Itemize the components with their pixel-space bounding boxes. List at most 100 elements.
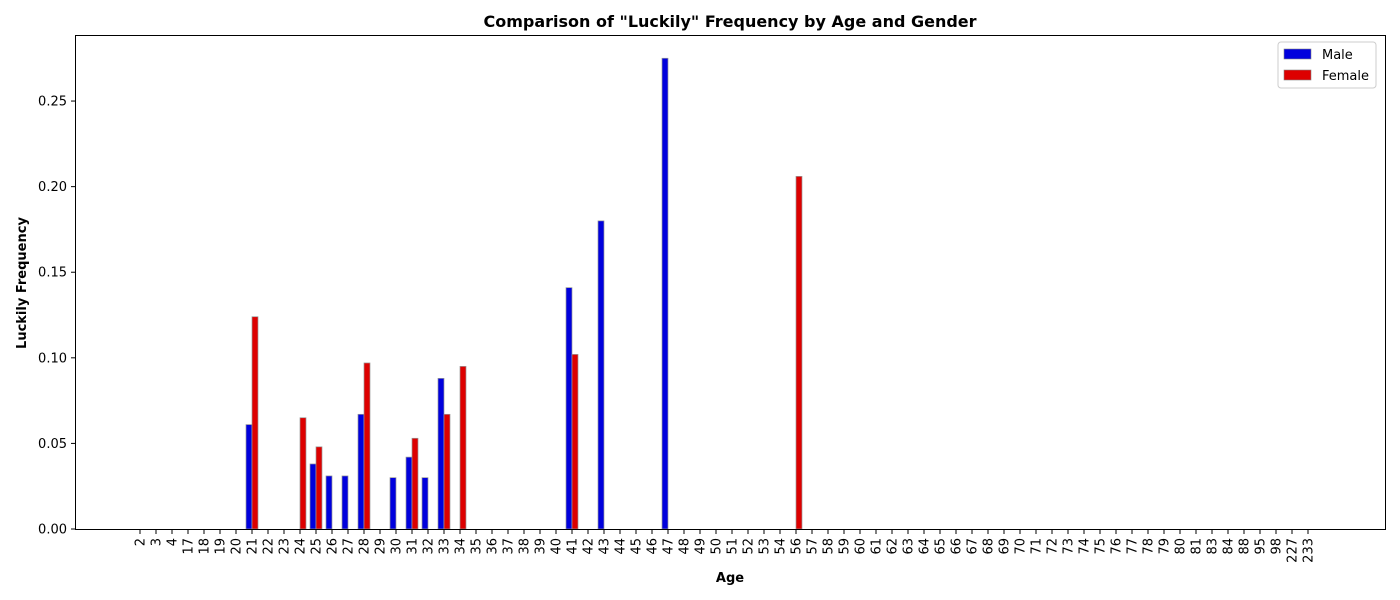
x-tick-label: 4 bbox=[166, 538, 181, 546]
x-tick-label: 51 bbox=[726, 538, 741, 555]
x-tick-label: 63 bbox=[902, 538, 917, 555]
x-tick-label: 69 bbox=[998, 538, 1013, 555]
bar-male-age-41 bbox=[565, 287, 573, 530]
x-tick-label: 65 bbox=[934, 538, 949, 555]
bar-male-age-25 bbox=[309, 463, 317, 530]
bar-female-age-34 bbox=[459, 366, 467, 530]
x-tick-label: 38 bbox=[518, 538, 533, 555]
x-tick-label: 88 bbox=[1238, 538, 1253, 555]
x-tick-label: 3 bbox=[150, 538, 165, 546]
x-tick-label: 81 bbox=[1190, 538, 1205, 555]
x-tick-label: 33 bbox=[438, 538, 453, 555]
bar-male-age-27 bbox=[341, 475, 349, 530]
x-tick-label: 61 bbox=[870, 538, 885, 555]
x-tick-label: 37 bbox=[502, 538, 517, 555]
x-tick-label: 72 bbox=[1046, 538, 1061, 555]
x-tick-label: 30 bbox=[390, 538, 405, 555]
y-axis: 0.00 0.05 0.10 0.15 0.20 0.25 bbox=[38, 95, 76, 538]
x-tick-label: 32 bbox=[422, 538, 437, 555]
x-tick-label: 78 bbox=[1142, 538, 1157, 555]
bar-female-age-25 bbox=[315, 446, 323, 530]
x-tick-label: 27 bbox=[342, 538, 357, 555]
x-tick-label: 80 bbox=[1174, 538, 1189, 555]
x-tick-label: 20 bbox=[230, 538, 245, 555]
x-tick-label: 22 bbox=[262, 538, 277, 555]
x-tick-label: 66 bbox=[950, 538, 965, 555]
bar-male-age-47 bbox=[661, 57, 669, 530]
x-tick-label: 17 bbox=[182, 538, 197, 555]
x-tick-label: 62 bbox=[886, 538, 901, 555]
bar-female-age-41 bbox=[571, 354, 579, 530]
x-axis-label: Age bbox=[716, 571, 744, 586]
x-tick-label: 25 bbox=[310, 538, 325, 555]
y-tick-label: 0.15 bbox=[38, 266, 67, 281]
x-tick-label: 36 bbox=[486, 538, 501, 555]
x-tick-label: 48 bbox=[678, 538, 693, 555]
legend-label-female: Female bbox=[1322, 69, 1369, 84]
bar-female-age-31 bbox=[411, 437, 419, 530]
plot-frame bbox=[75, 35, 1386, 530]
legend-label-male: Male bbox=[1322, 48, 1353, 63]
x-tick-label: 70 bbox=[1014, 538, 1029, 555]
bar-female-age-28 bbox=[363, 362, 371, 530]
x-tick-label: 26 bbox=[326, 538, 341, 555]
x-tick-label: 71 bbox=[1030, 538, 1045, 555]
x-tick-label: 45 bbox=[630, 538, 645, 555]
x-tick-label: 31 bbox=[406, 538, 421, 555]
x-tick-label: 50 bbox=[710, 538, 725, 555]
y-tick-label: 0.00 bbox=[38, 523, 67, 538]
x-tick-label: 60 bbox=[854, 538, 869, 555]
x-tick-label: 95 bbox=[1254, 538, 1269, 555]
x-tick-label: 35 bbox=[470, 538, 485, 555]
x-tick-label: 34 bbox=[454, 538, 469, 555]
bar-female-age-21 bbox=[251, 316, 259, 530]
x-tick-label: 79 bbox=[1158, 538, 1173, 555]
bar-male-age-31 bbox=[405, 456, 413, 530]
x-tick-label: 19 bbox=[214, 538, 229, 555]
y-tick-label: 0.10 bbox=[38, 351, 67, 366]
y-axis-label: Luckily Frequency bbox=[15, 217, 30, 349]
bars-group bbox=[245, 57, 803, 530]
x-tick-label: 84 bbox=[1222, 538, 1237, 555]
x-tick-label: 58 bbox=[822, 538, 837, 555]
y-tick-label: 0.05 bbox=[38, 437, 67, 452]
x-tick-label: 68 bbox=[982, 538, 997, 555]
bar-male-age-26 bbox=[325, 475, 333, 530]
y-tick-label: 0.20 bbox=[38, 180, 67, 195]
x-tick-label: 44 bbox=[614, 538, 629, 555]
x-tick-label: 39 bbox=[534, 538, 549, 555]
bar-female-age-56 bbox=[795, 176, 803, 530]
x-tick-label: 227 bbox=[1286, 538, 1301, 563]
x-tick-label: 53 bbox=[758, 538, 773, 555]
x-tick-label: 28 bbox=[358, 538, 373, 555]
x-tick-label: 77 bbox=[1126, 538, 1141, 555]
x-tick-label: 24 bbox=[294, 538, 309, 555]
x-tick-label: 41 bbox=[566, 538, 581, 555]
chart-title: Comparison of "Luckily" Frequency by Age… bbox=[483, 12, 976, 31]
x-tick-label: 67 bbox=[966, 538, 981, 555]
x-tick-label: 29 bbox=[374, 538, 389, 555]
x-tick-label: 52 bbox=[742, 538, 757, 555]
x-tick-label: 49 bbox=[694, 538, 709, 555]
x-tick-label: 46 bbox=[646, 538, 661, 555]
x-tick-label: 64 bbox=[918, 538, 933, 555]
y-tick-label: 0.25 bbox=[38, 95, 67, 110]
bar-female-age-24 bbox=[299, 417, 307, 530]
x-tick-label: 23 bbox=[278, 538, 293, 555]
x-tick-label: 83 bbox=[1206, 538, 1221, 555]
x-tick-label: 42 bbox=[582, 538, 597, 555]
x-tick-label: 18 bbox=[198, 538, 213, 555]
bar-female-age-33 bbox=[443, 413, 451, 530]
x-tick-label: 98 bbox=[1270, 538, 1285, 555]
x-tick-label: 56 bbox=[790, 538, 805, 555]
x-tick-label: 57 bbox=[806, 538, 821, 555]
x-tick-label: 43 bbox=[598, 538, 613, 555]
x-tick-label: 233 bbox=[1302, 538, 1317, 563]
x-tick-label: 21 bbox=[246, 538, 261, 555]
x-tick-label: 47 bbox=[662, 538, 677, 555]
bar-male-age-30 bbox=[389, 477, 397, 530]
x-tick-label: 40 bbox=[550, 538, 565, 555]
legend-swatch-male bbox=[1283, 48, 1312, 60]
legend: Male Female bbox=[1277, 41, 1377, 89]
